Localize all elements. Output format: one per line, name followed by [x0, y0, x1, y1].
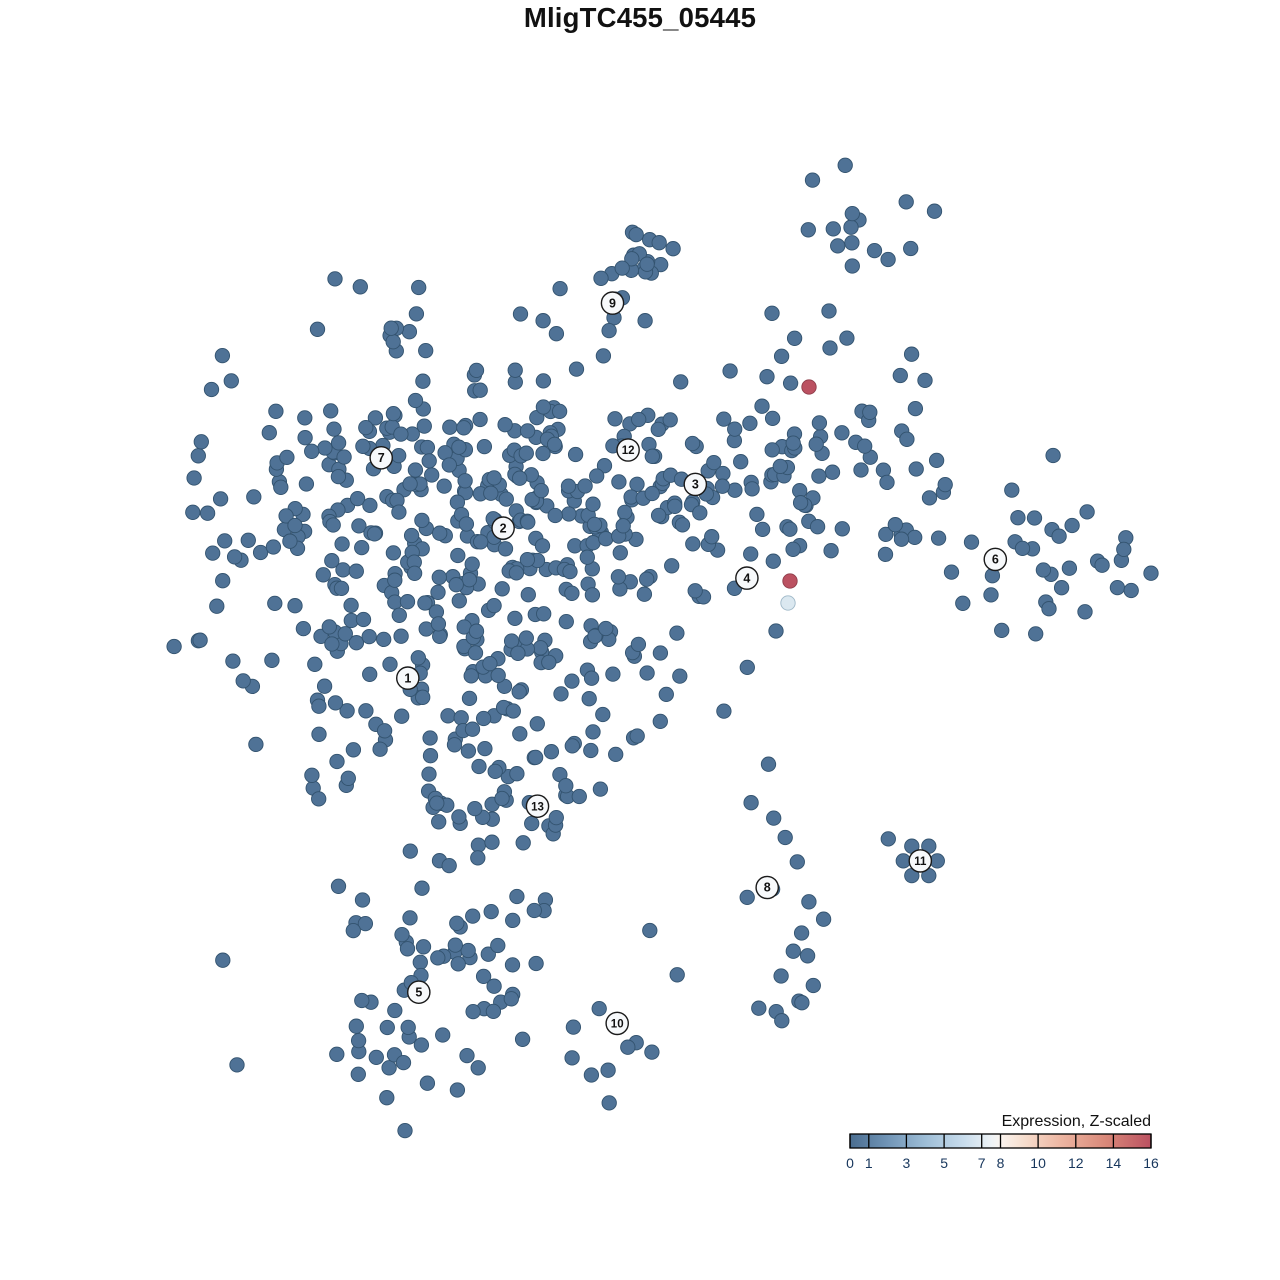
svg-text:5: 5 — [415, 985, 422, 999]
svg-text:3: 3 — [903, 1155, 911, 1171]
svg-text:8: 8 — [997, 1155, 1005, 1171]
svg-text:1: 1 — [865, 1155, 873, 1171]
svg-text:4: 4 — [743, 571, 750, 585]
svg-text:9: 9 — [609, 296, 616, 310]
svg-text:1: 1 — [404, 671, 411, 685]
svg-text:2: 2 — [500, 521, 507, 535]
svg-text:7: 7 — [378, 451, 385, 465]
svg-text:Expression, Z-scaled: Expression, Z-scaled — [1002, 1113, 1151, 1130]
svg-text:5: 5 — [940, 1155, 948, 1171]
svg-text:14: 14 — [1106, 1155, 1122, 1171]
svg-text:6: 6 — [992, 553, 999, 567]
svg-text:11: 11 — [914, 856, 927, 868]
svg-text:10: 10 — [611, 1019, 624, 1031]
svg-text:12: 12 — [622, 445, 635, 457]
svg-text:8: 8 — [764, 881, 771, 895]
svg-text:16: 16 — [1143, 1155, 1159, 1171]
svg-text:7: 7 — [978, 1155, 986, 1171]
svg-text:3: 3 — [692, 478, 699, 492]
svg-text:13: 13 — [531, 801, 544, 813]
svg-text:12: 12 — [1068, 1155, 1084, 1171]
svg-text:0: 0 — [846, 1155, 854, 1171]
svg-text:10: 10 — [1030, 1155, 1046, 1171]
